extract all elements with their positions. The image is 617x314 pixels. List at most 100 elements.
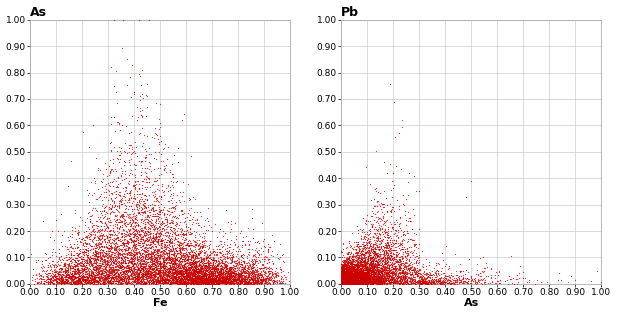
Point <box>212 279 222 284</box>
Point <box>173 239 183 244</box>
Point <box>247 269 257 274</box>
Point <box>123 280 133 285</box>
Point <box>234 270 244 275</box>
Point <box>182 276 192 281</box>
Point <box>173 281 183 286</box>
Point <box>396 276 406 281</box>
Point <box>342 280 352 285</box>
Point <box>342 281 352 286</box>
Point <box>341 263 350 268</box>
Point <box>188 275 197 280</box>
Point <box>466 279 476 284</box>
Point <box>255 277 265 282</box>
Point <box>35 273 44 278</box>
Point <box>352 280 362 285</box>
Point <box>337 275 347 280</box>
Point <box>415 279 424 284</box>
Point <box>203 266 213 271</box>
Point <box>189 273 199 279</box>
Point <box>174 278 184 283</box>
Point <box>170 261 180 266</box>
Point <box>343 277 353 282</box>
Point <box>371 268 381 273</box>
Point <box>381 278 391 283</box>
Point <box>157 255 167 260</box>
Point <box>201 277 210 282</box>
Point <box>88 263 97 268</box>
Point <box>187 255 197 260</box>
Point <box>346 265 356 270</box>
Point <box>227 280 237 285</box>
Point <box>246 268 255 273</box>
Point <box>248 280 258 285</box>
Point <box>157 226 167 231</box>
Point <box>451 278 461 283</box>
Point <box>426 277 436 282</box>
Point <box>356 279 366 284</box>
Point <box>339 260 349 265</box>
Point <box>88 239 97 244</box>
Point <box>368 260 378 265</box>
Point <box>178 274 188 279</box>
Point <box>453 273 463 279</box>
Point <box>103 279 113 284</box>
Point <box>96 279 106 284</box>
Point <box>397 280 407 285</box>
Point <box>347 281 357 286</box>
Point <box>169 271 179 276</box>
Point <box>384 278 394 283</box>
Point <box>107 198 117 203</box>
Point <box>370 262 380 267</box>
Point <box>358 274 368 279</box>
Point <box>154 228 164 233</box>
Point <box>383 244 392 249</box>
Point <box>120 251 130 256</box>
Point <box>260 277 270 282</box>
Point <box>126 259 136 264</box>
Point <box>373 269 383 274</box>
Point <box>373 261 383 266</box>
Point <box>225 257 234 262</box>
Point <box>155 270 165 275</box>
Point <box>382 254 392 259</box>
Point <box>379 255 389 260</box>
Point <box>337 279 347 284</box>
Point <box>227 258 237 263</box>
Point <box>184 276 194 281</box>
Point <box>186 280 196 285</box>
Point <box>104 246 114 251</box>
Point <box>155 276 165 281</box>
Point <box>226 269 236 274</box>
Point <box>276 275 286 280</box>
Point <box>365 229 375 234</box>
Point <box>349 280 359 285</box>
Point <box>160 244 170 249</box>
Point <box>84 269 94 274</box>
Point <box>195 266 205 271</box>
Point <box>199 276 209 281</box>
Point <box>113 251 123 256</box>
Point <box>170 260 180 265</box>
Point <box>378 271 387 276</box>
Point <box>72 278 82 283</box>
Point <box>182 248 192 253</box>
Point <box>227 269 237 274</box>
Point <box>84 200 94 205</box>
Point <box>149 258 159 263</box>
Point <box>60 261 70 266</box>
Point <box>120 280 130 285</box>
Point <box>350 267 360 272</box>
Point <box>110 236 120 241</box>
Point <box>133 270 143 275</box>
Point <box>97 271 107 276</box>
Point <box>218 265 228 270</box>
Point <box>155 279 165 284</box>
Point <box>175 251 185 256</box>
Point <box>73 278 83 283</box>
Point <box>77 265 87 270</box>
Point <box>213 281 223 286</box>
Point <box>129 210 139 215</box>
Point <box>407 249 416 254</box>
Point <box>345 281 355 286</box>
Point <box>339 278 349 283</box>
